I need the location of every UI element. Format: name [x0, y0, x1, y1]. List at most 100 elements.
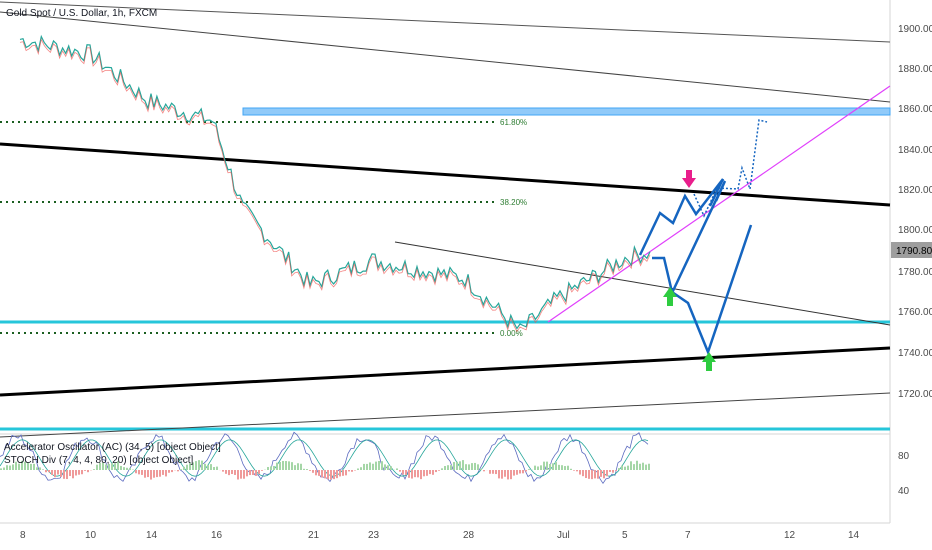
ac-bar: [471, 463, 473, 470]
ac-bar: [255, 470, 257, 476]
projection-path-1[interactable]: [652, 224, 753, 356]
ac-bar: [234, 470, 236, 475]
ac-bar: [249, 470, 251, 476]
ac-bar: [456, 461, 458, 470]
price-tick: 1780.00: [898, 267, 932, 278]
time-tick: 23: [368, 530, 380, 541]
ac-bar: [516, 470, 518, 475]
ac-bar: [99, 462, 101, 470]
ac-bar: [123, 467, 125, 470]
ac-bar: [540, 465, 542, 470]
ac-bar: [333, 470, 335, 480]
upper-thick-channel-line[interactable]: [0, 142, 891, 207]
ac-bar: [156, 470, 158, 478]
ac-bar: [585, 470, 587, 478]
ac-bar: [309, 470, 311, 471]
ac-bar: [75, 470, 77, 476]
ascending-trendline[interactable]: [547, 85, 891, 323]
ac-bar: [240, 470, 242, 479]
ac-bar: [15, 461, 17, 470]
ac-bar: [39, 467, 41, 470]
price-tick: 1860.00: [898, 104, 932, 115]
ac-bar: [600, 470, 602, 477]
time-tick: Jul: [557, 530, 570, 541]
descending-trendline[interactable]: [394, 241, 891, 326]
buy-arrow-icon-2[interactable]: [702, 352, 716, 371]
ac-bar: [27, 462, 29, 470]
ac-bar: [345, 470, 347, 476]
ac-bar: [198, 460, 200, 470]
ac-bar: [36, 467, 38, 470]
ac-bar: [294, 465, 296, 470]
ac-bar: [378, 460, 380, 470]
ac-bar: [504, 470, 506, 477]
ac-bar: [525, 470, 527, 472]
stoch-indicator-label: STOCH Div (7, 4, 4, 80, 20) [object Obje…: [4, 455, 194, 466]
ac-bar: [261, 470, 263, 471]
ac-bar: [399, 470, 401, 472]
projection-dotted[interactable]: [693, 119, 768, 218]
lower-thick-channel-line[interactable]: [0, 346, 891, 397]
projection-path-3[interactable]: [670, 180, 727, 294]
ac-bar: [627, 465, 629, 470]
ac-bar: [180, 469, 182, 470]
ac-bar: [159, 470, 161, 477]
ac-bar: [561, 465, 563, 470]
ac-bar: [528, 469, 530, 470]
ac-bar: [558, 464, 560, 470]
ac-bar: [147, 470, 149, 478]
ac-bar: [162, 470, 164, 475]
ac-bar: [96, 464, 98, 470]
time-tick: 5: [622, 530, 628, 541]
ac-bar: [636, 460, 638, 470]
ac-bar: [276, 462, 278, 470]
ac-bar: [120, 465, 122, 470]
ac-bar: [150, 470, 152, 480]
oscillator-pane: Accelerator Oscillator (AC) (34, 5) [obj…: [0, 431, 910, 497]
ac-bar: [432, 470, 434, 475]
time-tick: 12: [784, 530, 796, 541]
ac-bar: [288, 461, 290, 470]
price-series[interactable]: [19, 34, 651, 330]
ac-bar: [639, 463, 641, 470]
ac-bar: [582, 470, 584, 477]
ac-bar: [414, 470, 416, 478]
ac-bar: [369, 462, 371, 470]
upper-thin-channel-line[interactable]: [0, 1, 891, 43]
time-tick: 21: [308, 530, 320, 541]
lower-thin-channel-line[interactable]: [0, 392, 891, 438]
buy-arrow-icon-1[interactable]: [663, 287, 677, 306]
ac-histogram: [0, 460, 650, 480]
main-pane: [0, 0, 890, 432]
upper-thin-channel-line-2[interactable]: [0, 11, 891, 103]
ac-bar: [576, 470, 578, 472]
projection-path-2[interactable]: [638, 178, 725, 256]
ac-bar: [108, 464, 110, 470]
ac-bar: [291, 462, 293, 470]
ac-bar: [78, 470, 80, 475]
sell-arrow-icon[interactable]: [682, 170, 696, 188]
ac-bar: [117, 460, 119, 470]
ac-bar: [567, 465, 569, 470]
ac-bar: [279, 461, 281, 470]
ac-bar: [426, 470, 428, 476]
ac-bar: [438, 470, 440, 471]
ac-bar: [384, 464, 386, 470]
ac-bar: [468, 464, 470, 470]
ac-bar: [606, 470, 608, 477]
ac-bar: [462, 460, 464, 470]
price-tick: 1820.00: [898, 185, 932, 196]
ac-bar: [336, 470, 338, 479]
ac-bar: [459, 461, 461, 470]
resistance-zone[interactable]: [242, 107, 891, 116]
time-tick: 10: [85, 530, 97, 541]
ac-bar: [72, 470, 74, 479]
ac-bar: [555, 462, 557, 470]
ac-bar: [633, 464, 635, 470]
price-tick: 1900.00: [898, 24, 932, 35]
ac-bar: [603, 470, 605, 479]
ac-bar: [339, 470, 341, 477]
ac-bar: [300, 463, 302, 470]
price-tick: 1800.00: [898, 225, 932, 236]
